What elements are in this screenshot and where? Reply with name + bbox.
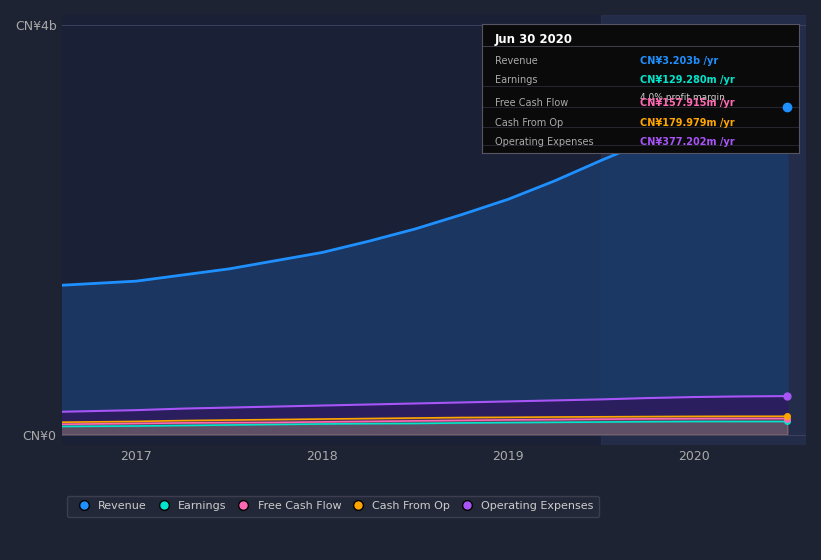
Bar: [601, 15, 806, 445]
Legend: Revenue, Earnings, Free Cash Flow, Cash From Op, Operating Expenses: Revenue, Earnings, Free Cash Flow, Cash …: [67, 496, 599, 517]
